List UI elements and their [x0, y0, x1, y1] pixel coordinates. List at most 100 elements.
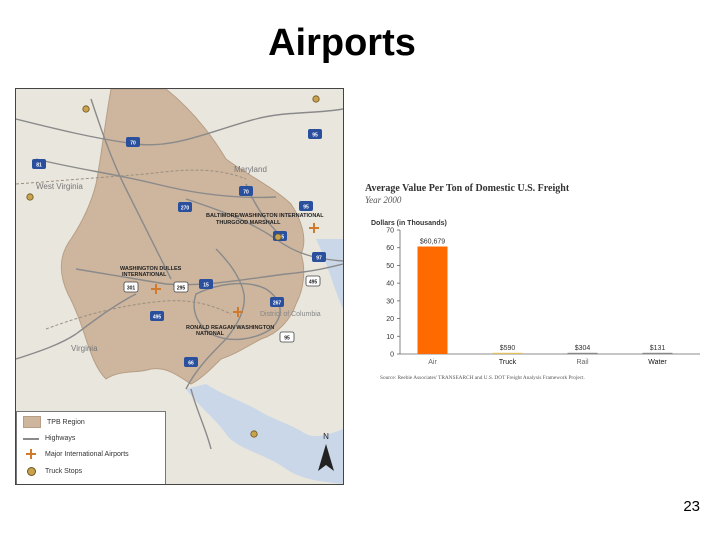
y-tick-label: 20: [386, 316, 394, 323]
airport-label-iad-2: INTERNATIONAL: [122, 272, 167, 278]
interstate-shields: 708170270958959597152674956649530129595: [32, 129, 326, 367]
state-label-virginia: Virginia: [71, 344, 98, 353]
legend-row: Major International Airports: [23, 448, 129, 460]
legend-label: TPB Region: [47, 418, 85, 426]
highway-line: [75, 263, 343, 286]
interstate-shield: [305, 275, 321, 287]
shield-number: 81: [36, 163, 42, 169]
interstate-shield: [150, 311, 164, 321]
y-axis-label: Dollars (in Thousands): [371, 220, 447, 227]
shield-number: 66: [188, 361, 194, 367]
y-tick-label: 10: [386, 334, 394, 341]
bar: [417, 246, 448, 354]
shield-number: 270: [181, 206, 190, 212]
category-label: Truck: [499, 359, 517, 366]
state-boundary: [16, 169, 247, 185]
us-route-shield: [123, 281, 139, 293]
data-label: $590: [500, 345, 516, 352]
truck-stop-dot-icon: [274, 233, 282, 241]
legend-row: Truck Stops: [23, 465, 82, 477]
y-tick-label: 0: [390, 352, 394, 359]
airport-label-dca-2: NATIONAL: [196, 331, 225, 337]
interstate-shield: [199, 279, 213, 289]
highway-line: [16, 108, 343, 146]
y-tick-label: 40: [386, 281, 394, 288]
river-potomac: [186, 384, 343, 484]
bar: [492, 352, 523, 354]
chart-subtitle: Year 2000: [365, 195, 402, 205]
interstate-shield: [126, 137, 140, 147]
state-label-dc: District of Columbia: [260, 311, 321, 318]
highway-line: [35, 158, 277, 199]
shield-number: 15: [203, 283, 209, 289]
state-label-west-virginia: West Virginia: [36, 182, 83, 191]
state-boundary-potomac: [45, 300, 232, 330]
shield-number: 70: [130, 141, 136, 147]
airport-label-bwi-1: BALTIMORE/WASHINGTON INTERNATIONAL: [206, 213, 324, 219]
y-tick-label: 70: [386, 228, 394, 235]
legend-label: Major International Airports: [45, 450, 129, 458]
interstate-shield: [308, 129, 322, 139]
shield-number: 97: [316, 256, 322, 262]
shield-number: 95: [312, 133, 318, 139]
map-labels: Maryland West Virginia Virginia District…: [36, 165, 324, 353]
highway-line: [16, 293, 137, 360]
region-map: 708170270958959597152674956649530129595 …: [15, 88, 344, 485]
shield-number: 267: [273, 301, 282, 307]
interstate-shield: [312, 252, 326, 262]
river-bay: [316, 239, 343, 309]
bar: [642, 352, 673, 354]
map-legend: TPB Region Highways Major International …: [16, 411, 166, 484]
freight-value-chart: Average Value Per Ton of Domestic U.S. F…: [355, 180, 705, 390]
legend-row: TPB Region: [23, 416, 85, 428]
shield-number: 495: [309, 280, 318, 286]
interstate-shield: [270, 297, 284, 307]
truck-stop-dot-icon: [26, 193, 34, 201]
interstate-shield: [178, 202, 192, 212]
airport-plus-icon: [309, 223, 319, 233]
truck-stop-dot-icon: [250, 430, 258, 438]
us-route-shield: [173, 281, 189, 293]
category-label: Rail: [576, 359, 589, 366]
airport-label-bwi-2: THURGOOD MARSHALL: [216, 220, 281, 226]
interstate-shield: [32, 159, 46, 169]
data-label: $304: [575, 345, 591, 352]
region-swatch-icon: [23, 416, 41, 428]
state-label-maryland: Maryland: [234, 165, 267, 174]
page-number: 23: [683, 498, 700, 515]
y-tick-label: 30: [386, 298, 394, 305]
category-label: Air: [428, 359, 437, 366]
airport-label-dca-1: RONALD REAGAN WASHINGTON: [186, 325, 274, 331]
map-canvas: 708170270958959597152674956649530129595 …: [16, 89, 343, 484]
airport-plus-icon: [151, 284, 161, 294]
highway-line: [193, 282, 281, 341]
interstate-shield: [299, 201, 313, 211]
bar: [567, 352, 598, 354]
slide-title: Airports: [268, 22, 416, 64]
legend-label: Truck Stops: [45, 467, 83, 475]
airport-plus-icon: [23, 449, 39, 459]
category-label: Water: [648, 359, 667, 366]
truck-stop-dot-icon: [23, 466, 39, 476]
plot-area: 0 10 20 30 40 50 60 70 $60,679 Air $590 Truck $304 Ra…: [386, 228, 700, 366]
shield-number: 495: [153, 315, 162, 321]
legend-label: Highways: [45, 434, 76, 442]
airports: [151, 223, 319, 317]
shield-number: 295: [177, 286, 186, 292]
truck-stop-dot-icon: [82, 105, 90, 113]
shield-number: 95: [284, 336, 290, 342]
shield-number: 95: [303, 205, 309, 211]
highway-line: [90, 98, 172, 280]
chart-canvas: Average Value Per Ton of Domestic U.S. F…: [365, 183, 700, 381]
airport-plus-icon: [233, 307, 243, 317]
tpb-region-shape: [60, 89, 305, 385]
interstate-shield: [239, 186, 253, 196]
truck-stops: [26, 95, 320, 438]
interstate-shield: [184, 357, 198, 367]
north-arrow-icon: N: [318, 432, 334, 471]
shield-number: 70: [243, 190, 249, 196]
north-label: N: [323, 432, 329, 441]
chart-source-note: Source: Reebie Associates' TRANSEARCH an…: [380, 375, 585, 381]
truck-stop-dot-icon: [312, 95, 320, 103]
shield-number: 301: [127, 286, 136, 292]
